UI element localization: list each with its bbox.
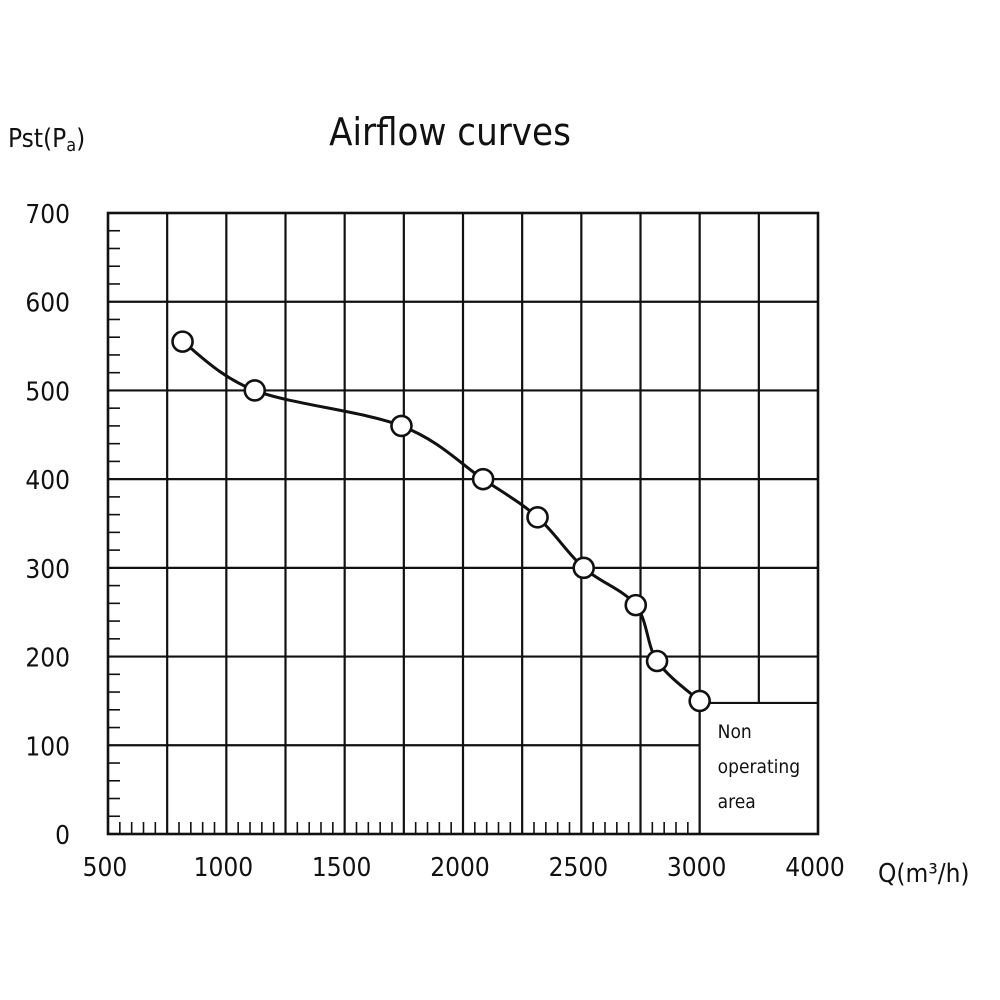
non-operating-area-line-2: operating: [718, 756, 800, 778]
y-tick-label: 100: [25, 732, 70, 762]
airflow-curve: [181, 340, 701, 703]
y-axis-label-main: Pst(P: [8, 124, 66, 154]
y-tick-labels: 0 100 200 300 400 500 600 700: [25, 200, 70, 851]
y-tick-label: 400: [25, 466, 70, 496]
data-point: [624, 593, 648, 617]
data-point: [243, 379, 267, 402]
y-tick-label: 600: [25, 289, 70, 319]
non-operating-area: Non operating area: [698, 701, 818, 834]
non-operating-area-line-3: area: [718, 791, 756, 813]
non-operating-area-box: [699, 702, 818, 834]
x-tick-label: 2000: [430, 853, 490, 883]
data-point: [171, 330, 194, 353]
data-point: [688, 689, 711, 713]
y-tick-label: 0: [55, 821, 70, 851]
x-tick-label: 2500: [549, 853, 609, 883]
x-tick-label: 3000: [667, 853, 727, 883]
y-axis-label-sub: a: [66, 135, 76, 156]
chart-title: Airflow curves: [329, 110, 571, 154]
data-point: [471, 467, 495, 491]
non-operating-area-line-1: Non: [718, 721, 752, 743]
x-axis-label: Q(m³/h): [878, 859, 970, 889]
minor-ticks: [108, 229, 807, 834]
plot-frame: [106, 211, 820, 836]
y-tick-label: 500: [25, 377, 70, 407]
data-point: [572, 556, 596, 580]
y-axis-label-close: ): [76, 124, 85, 154]
x-tick-labels: 500 1000 1500 2000 2500 3000 4000: [83, 853, 845, 883]
y-tick-label: 700: [25, 200, 70, 230]
y-tick-label: 300: [25, 555, 70, 585]
data-point: [390, 414, 413, 438]
y-tick-label: 200: [25, 644, 70, 674]
x-tick-label: 1500: [312, 853, 372, 883]
data-point: [645, 649, 669, 673]
x-tick-label: 1000: [194, 853, 254, 883]
x-tick-label: 500: [83, 853, 128, 883]
grid: [108, 213, 818, 834]
y-axis-label: Pst(Pa): [8, 124, 85, 156]
x-tick-label: 4000: [785, 853, 845, 883]
data-point: [526, 505, 549, 529]
data-points: [171, 330, 711, 713]
